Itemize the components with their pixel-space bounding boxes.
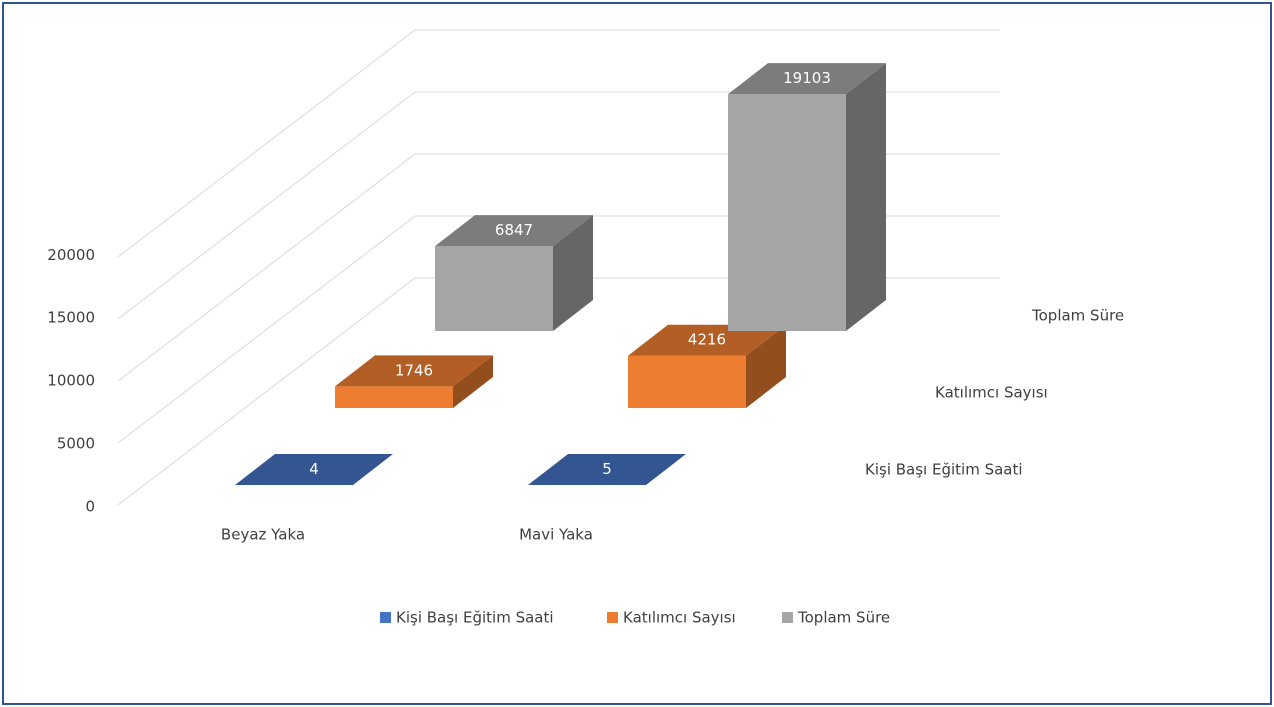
y-tick-label: 20000 <box>47 246 95 264</box>
data-label: 4216 <box>688 331 726 349</box>
data-label: 4 <box>309 460 319 478</box>
bar-front <box>335 386 453 408</box>
y-tick-label: 15000 <box>47 309 95 327</box>
data-label: 19103 <box>783 69 831 87</box>
legend-swatch <box>782 612 793 623</box>
x-tick-label: Beyaz Yaka <box>221 526 305 544</box>
series-axis-label: Katılımcı Sayısı <box>935 384 1048 402</box>
legend-label: Katılımcı Sayısı <box>623 609 736 627</box>
y-tick-label: 10000 <box>47 372 95 390</box>
bar-side <box>646 453 686 485</box>
bar-side <box>453 355 493 408</box>
legend-swatch <box>380 612 391 623</box>
bar-top <box>728 63 886 95</box>
bar-side <box>746 324 786 408</box>
bar-side <box>846 63 886 331</box>
bar-top <box>235 453 393 485</box>
bar-top <box>628 324 786 356</box>
bar-front <box>628 355 746 408</box>
legend-swatch <box>607 612 618 623</box>
x-tick-label: Mavi Yaka <box>519 526 593 544</box>
bar-side <box>353 453 393 485</box>
bar-top <box>435 215 593 247</box>
bar-side <box>553 215 593 331</box>
grid-line <box>117 29 1000 258</box>
bar-front <box>435 246 553 331</box>
data-label: 5 <box>602 460 612 478</box>
legend-label: Kişi Başı Eğitim Saati <box>396 609 554 627</box>
data-label: 6847 <box>495 221 533 239</box>
bar-top <box>335 355 493 387</box>
y-tick-label: 5000 <box>57 435 95 453</box>
bar-top <box>528 453 686 485</box>
legend-label: Toplam Süre <box>797 609 890 627</box>
y-tick-label: 0 <box>85 498 95 516</box>
data-label: 1746 <box>395 361 433 379</box>
series-axis-label: Kişi Başı Eğitim Saati <box>865 461 1023 479</box>
bar-front <box>728 94 846 331</box>
series-axis-label: Toplam Süre <box>1031 307 1124 325</box>
